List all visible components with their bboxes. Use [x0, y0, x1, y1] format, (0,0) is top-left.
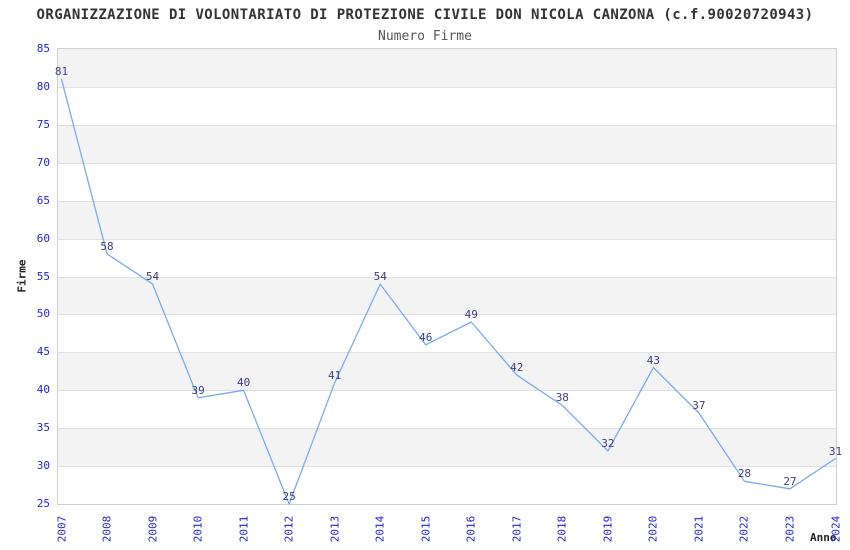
point-value-label: 49 — [464, 308, 478, 321]
grid-line — [58, 124, 836, 126]
grid-line — [58, 352, 836, 354]
x-tick-label: 2023 — [783, 515, 797, 543]
x-tick-label: 2017 — [510, 515, 524, 543]
x-tick-label: 2009 — [146, 515, 160, 543]
grid-line — [58, 390, 836, 392]
y-tick-label: 35 — [36, 421, 50, 435]
grid-line — [58, 428, 836, 430]
grid-line — [58, 276, 836, 278]
x-tick-label: 2019 — [601, 515, 615, 543]
y-tick-label: 55 — [36, 269, 50, 283]
y-tick-label: 60 — [36, 231, 50, 245]
plot-band — [58, 124, 836, 163]
y-tick-label: 30 — [36, 459, 50, 473]
grid-line — [58, 200, 836, 202]
plot-band — [58, 428, 836, 467]
x-tick-label: 2021 — [692, 515, 706, 543]
y-tick-label: 65 — [36, 193, 50, 207]
y-tick-label: 75 — [36, 117, 50, 131]
x-tick-label: 2018 — [555, 515, 569, 543]
point-value-label: 27 — [783, 474, 797, 488]
point-value-label: 43 — [646, 353, 660, 367]
plot-band — [58, 200, 836, 239]
point-value-label: 32 — [601, 436, 615, 450]
x-tick-label: 2015 — [419, 515, 433, 543]
x-tick-label: 2007 — [55, 515, 68, 543]
point-value-label: 41 — [328, 368, 342, 382]
x-tick-label: 2014 — [373, 515, 387, 543]
point-value-label: 40 — [236, 376, 251, 390]
point-value-label: 58 — [100, 239, 114, 253]
y-tick-label: 70 — [36, 155, 50, 169]
y-tick-label: 40 — [36, 383, 50, 397]
grid-line — [58, 162, 836, 164]
y-tick-label: 85 — [36, 42, 50, 55]
y-tick-label: 50 — [36, 307, 50, 321]
grid-line — [58, 314, 836, 316]
x-tick-label: 2024 — [829, 515, 842, 543]
x-tick-label: 2022 — [737, 515, 751, 543]
plot-area: 81 58 54 39 40 25 41 54 46 49 42 38 32 43 37 28 27 31 — [54, 48, 842, 505]
point-value-label: 54 — [373, 270, 387, 284]
point-value-label: 31 — [828, 444, 843, 458]
point-value-label: 28 — [737, 467, 752, 481]
point-value-label: 81 — [54, 65, 69, 79]
x-tick-label: 2011 — [237, 515, 251, 543]
point-value-label: 46 — [419, 330, 433, 344]
x-tick-label: 2008 — [100, 515, 114, 543]
point-value-label: 25 — [282, 490, 296, 503]
point-value-label: 38 — [555, 391, 569, 405]
grid-line — [58, 238, 836, 240]
signatures-line — [60, 78, 837, 505]
y-tick-label: 25 — [36, 497, 50, 510]
point-value-label: 37 — [692, 399, 706, 412]
point-value-label: 39 — [191, 383, 205, 397]
point-value-label: 42 — [510, 361, 524, 375]
x-tick-label: 2020 — [646, 515, 660, 543]
x-tick-label: 2012 — [282, 515, 296, 543]
grid-line — [58, 86, 836, 88]
point-value-label: 54 — [145, 270, 160, 284]
plot-band — [58, 49, 836, 87]
chart-subtitle: Numero Firme — [378, 29, 472, 44]
y-tick-label: 80 — [36, 79, 50, 93]
line-series-svg — [60, 78, 837, 505]
y-tick-label: 45 — [36, 345, 50, 359]
x-tick-label: 2016 — [464, 515, 478, 543]
plot-band — [58, 276, 836, 315]
x-axis-title: Anno — [810, 531, 837, 544]
x-tick-label: 2010 — [191, 515, 205, 543]
grid-line — [58, 466, 836, 468]
x-tick-label: 2013 — [328, 515, 342, 543]
chart-title: ORGANIZZAZIONE DI VOLONTARIATO DI PROTEZ… — [36, 7, 814, 23]
